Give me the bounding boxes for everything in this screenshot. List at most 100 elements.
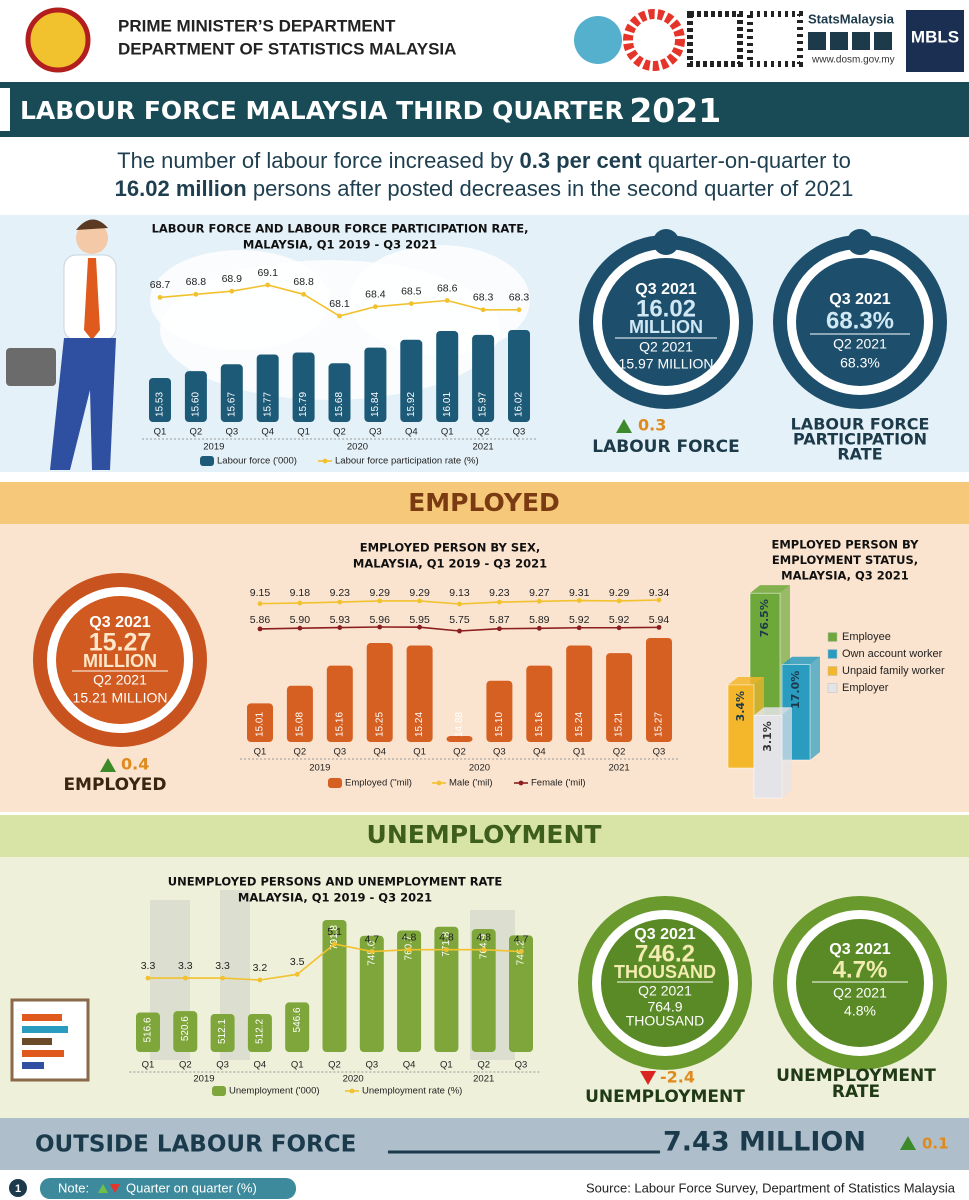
legend-label: Male ('mil) [449,778,493,789]
note-text: Quarter on quarter (%) [126,1180,257,1195]
stat-period: Q3 2021 [635,281,696,298]
bar-label: 17.0% [789,671,802,709]
bar [508,330,530,422]
line-label: 9.18 [290,587,311,599]
stat-prev-unit: THOUSAND [626,1013,705,1029]
bar-label: 15.67 [226,392,237,417]
banner-title: EMPLOYED [408,488,560,517]
bar-label: 14.88 [454,712,465,737]
bar [509,935,533,1052]
bar-label: 15.24 [414,712,425,737]
line-label: 68.9 [222,273,243,285]
legend-label: Labour force participation rate (%) [335,456,479,467]
line-point [408,301,414,306]
qr-code [687,11,743,67]
line-label: 9.31 [569,587,590,599]
stat-change: 0.4 [121,755,149,774]
x-tick-label: Q2 [328,1060,341,1071]
up-arrow [900,1136,916,1150]
x-tick-label: Q2 [453,747,466,758]
badge-bg [906,10,964,72]
bar-label: 15.21 [614,712,625,737]
stat-label: LABOUR FORCE [592,437,739,457]
line-label: 3.3 [215,960,230,972]
title-band [0,82,969,137]
outside-change: 0.1 [922,1135,949,1153]
bar-side [782,707,792,798]
line-point [337,313,342,319]
line-point [444,298,450,303]
title-main: LABOUR FORCE MALAYSIA THIRD QUARTER [20,96,624,125]
line-label: 68.3 [509,292,530,304]
x-tick-label: Q1 [154,427,167,438]
bar-label: 15.16 [534,712,545,737]
sdg-logo [623,9,685,71]
bar [753,714,783,799]
bar [184,371,207,422]
outside-value: 7.43 MILLION [663,1127,866,1158]
x-group-label: 2020 [343,1074,364,1085]
chart-title: MALAYSIA, Q1 2019 - Q3 2021 [238,891,432,905]
line-label: 5.90 [290,614,311,626]
ministry: PRIME MINISTER’S DEPARTMENT [118,16,396,35]
stat-period: Q3 2021 [89,614,150,631]
line-label: 3.3 [141,960,156,972]
x-tick-label: Q3 [513,427,526,438]
line-point [294,971,300,977]
bar-label: 791.8 [329,925,340,950]
bar-label: 16.02 [514,392,525,417]
x-tick-label: Q1 [441,427,454,438]
chart-title: EMPLOYED PERSON BY [771,538,919,552]
bar-top [754,707,792,716]
bar [285,1002,310,1052]
line-label: 5.92 [609,614,630,626]
stat-period: Q3 2021 [829,291,890,308]
x-tick-label: Q1 [142,1060,155,1071]
line-point [480,307,486,313]
outside-band [0,1118,969,1170]
bar [247,703,273,742]
line-label: 68.4 [365,288,386,300]
bar-label: 15.53 [155,392,166,417]
note-label: Note: [58,1180,89,1195]
x-tick-label: Q1 [297,427,310,438]
stat-disc [56,596,184,724]
bar [173,1011,198,1052]
line-point [337,625,343,630]
stat-value: 16.02 [636,295,696,322]
bar [364,347,387,422]
legend-label: Unpaid family worker [842,665,945,677]
chart-title: EMPLOYMENT STATUS, [772,553,918,567]
x-tick-label: Q1 [291,1060,304,1071]
bar [526,665,553,742]
line-label: 5.92 [569,614,590,626]
person-hair [76,219,108,230]
x-tick-label: Q3 [216,1060,229,1071]
bar-top [728,676,764,685]
line-point [576,625,582,631]
line-label: 5.86 [250,614,271,626]
bar-label: 15.24 [574,712,585,737]
x-tick-label: Q3 [333,747,346,758]
bar [256,354,279,422]
x-tick-label: Q3 [225,427,238,438]
stat-unit: THOUSAND [614,962,716,982]
bar-label: 15.08 [295,712,306,737]
board-bar [22,1050,64,1057]
legend-label: Employer [842,682,889,694]
x-group-label: 2020 [347,442,368,453]
down-arrow [640,1071,656,1085]
line-point [457,601,462,607]
bar-top [782,656,820,665]
up-arrow [98,1184,108,1193]
banner-title: UNEMPLOYMENT [367,820,602,849]
board-bar [22,1026,68,1033]
stat-label: UNEMPLOYMENT [585,1087,745,1107]
line-label: 9.34 [649,587,670,599]
social-icon [874,32,892,50]
x-group-label: 2020 [469,763,490,774]
person-tie [84,258,100,340]
person-head [76,222,108,254]
